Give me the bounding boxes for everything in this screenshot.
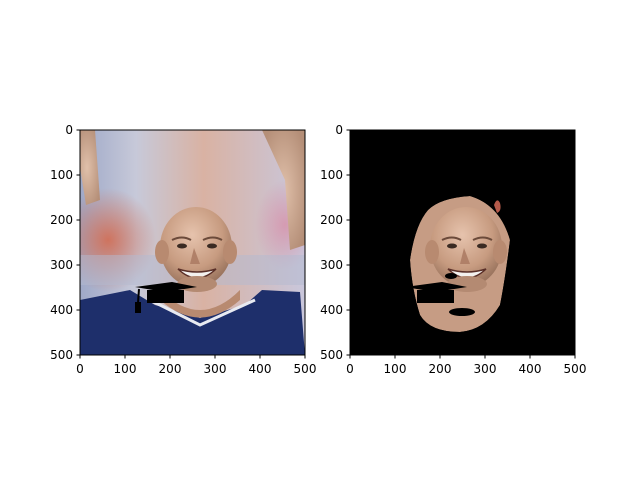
right-x-tick-label: 300 [474, 362, 497, 376]
left-y-tick-label: 100 [50, 168, 73, 182]
left-y-tick-label: 500 [50, 348, 73, 362]
right-x-tick-label: 500 [564, 362, 587, 376]
left-y-tick-label: 300 [50, 258, 73, 272]
right-y-tick-label: 400 [320, 303, 343, 317]
right-image [350, 130, 575, 355]
left-image [80, 130, 305, 355]
right-x-tick-label: 400 [519, 362, 542, 376]
graduation-cap-overlay [135, 282, 197, 313]
left-y-tick-label: 200 [50, 213, 73, 227]
left-x-tick-label: 500 [294, 362, 317, 376]
left-y-ticks: 0 100 200 300 400 500 [50, 123, 80, 362]
right-y-ticks: 0 100 200 300 400 500 [320, 123, 350, 362]
left-x-tick-label: 300 [204, 362, 227, 376]
left-x-tick-label: 100 [114, 362, 137, 376]
right-y-tick-label: 500 [320, 348, 343, 362]
right-y-tick-label: 0 [335, 123, 343, 137]
left-y-tick-label: 400 [50, 303, 73, 317]
left-axes: 0 100 200 300 400 500 0 100 200 300 400 500 [50, 123, 316, 376]
right-axes: 0 100 200 300 400 500 0 100 200 300 400 500 [320, 123, 586, 376]
right-x-tick-label: 100 [384, 362, 407, 376]
left-x-tick-label: 0 [76, 362, 84, 376]
left-axes-frame [79, 129, 306, 356]
right-x-tick-label: 0 [346, 362, 354, 376]
left-x-tick-label: 400 [249, 362, 272, 376]
right-y-tick-label: 200 [320, 213, 343, 227]
right-axes-frame [349, 129, 576, 356]
graduation-cap-overlay-masked [405, 282, 467, 304]
right-y-tick-label: 100 [320, 168, 343, 182]
left-x-tick-label: 200 [159, 362, 182, 376]
right-x-ticks: 0 100 200 300 400 500 [346, 355, 586, 376]
right-x-tick-label: 200 [429, 362, 452, 376]
right-y-tick-label: 300 [320, 258, 343, 272]
left-x-ticks: 0 100 200 300 400 500 [76, 355, 316, 376]
left-y-tick-label: 0 [65, 123, 73, 137]
